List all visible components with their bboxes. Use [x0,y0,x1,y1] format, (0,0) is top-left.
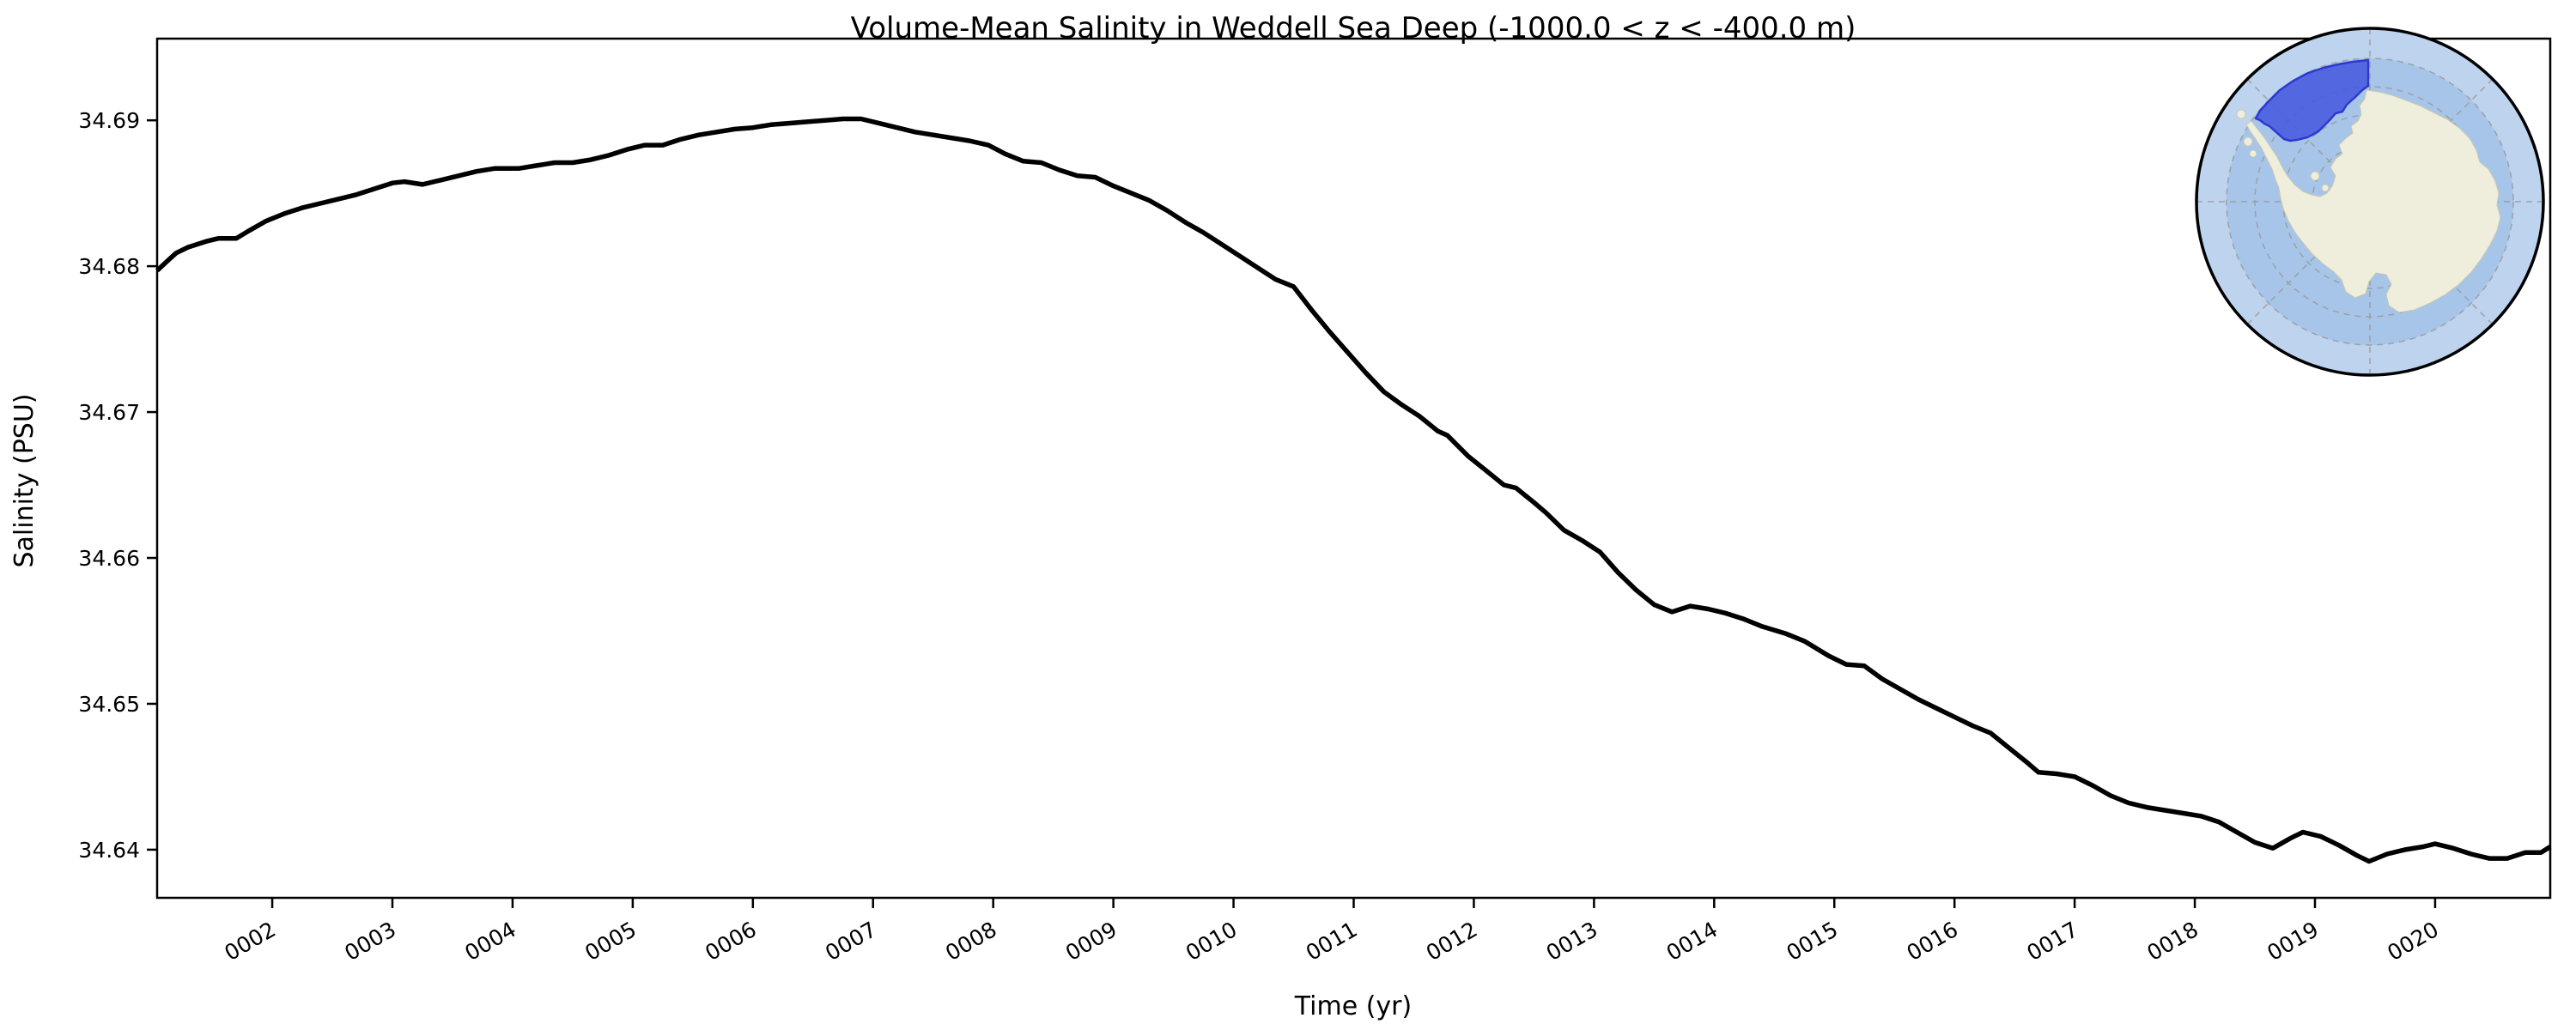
x-tick-label: 0013 [1542,917,1602,966]
x-tick-label: 0005 [580,917,641,966]
y-tick-label: 34.67 [78,400,140,425]
x-tick-label: 0006 [701,917,761,966]
inset-weddell-region [2254,58,2370,142]
inset-boundary-circle [2195,27,2545,377]
x-tick-label: 0004 [460,917,520,966]
x-tick-label: 0017 [2023,917,2083,966]
x-tick-label: 0015 [1783,917,1843,966]
x-axis: 0002 0003 0004 0005 0006 0007 0008 0009 0010 0011… [220,898,2443,966]
x-tick-label: 0018 [2142,917,2202,966]
x-tick-label: 0008 [941,917,1001,966]
inset-island [2236,109,2246,119]
y-tick-label: 34.68 [78,254,140,279]
x-tick-label: 0007 [821,917,881,966]
x-tick-label: 0014 [1662,917,1722,966]
inset-island [2310,171,2320,181]
x-tick-label: 0020 [2383,917,2443,966]
y-tick-label: 34.66 [78,546,140,571]
inset-island [2243,136,2253,147]
x-axis-label: Time (yr) [1294,991,1412,1021]
x-tick-label: 0003 [340,917,400,966]
x-tick-label: 0019 [2263,917,2323,966]
x-tick-label: 0010 [1182,917,1242,966]
chart-title: Volume-Mean Salinity in Weddell Sea Deep… [851,11,1856,45]
y-axis-label: Salinity (PSU) [9,394,39,568]
y-tick-label: 34.69 [78,108,140,133]
inset-map-antarctica [2195,27,2545,377]
x-tick-label: 0011 [1302,917,1362,966]
x-tick-label: 0009 [1061,917,1121,966]
inset-island [2321,184,2330,192]
x-tick-label: 0012 [1422,917,1482,966]
inset-island [2249,149,2257,158]
inset-antarctica-land [2245,89,2501,313]
salinity-series-line [155,116,2552,864]
x-tick-label: 0002 [220,917,280,966]
y-axis: 34.69 34.68 34.67 34.66 34.65 34.64 [78,108,157,863]
y-tick-label: 34.64 [78,838,140,863]
graticule-parallel [2226,58,2514,346]
plot-frame [155,37,2552,900]
x-tick-label: 0016 [1903,917,1963,966]
y-tick-label: 34.65 [78,692,140,717]
